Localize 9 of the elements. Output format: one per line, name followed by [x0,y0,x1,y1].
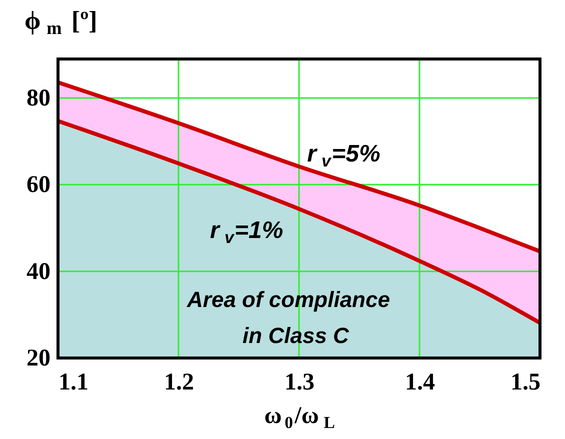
x-tick-label: 1.3 [284,370,314,396]
y-tick-label: 80 [26,86,50,112]
x-tick-label: 1.1 [58,370,88,396]
y-tick-label: 60 [26,172,50,198]
y-tick-label: 40 [26,258,50,285]
x-tick-label: 1.2 [164,370,194,396]
y-tick-label: 20 [26,346,50,372]
x-tick-label: 1.4 [405,370,435,396]
x-tick-label: 1.5 [510,370,540,396]
